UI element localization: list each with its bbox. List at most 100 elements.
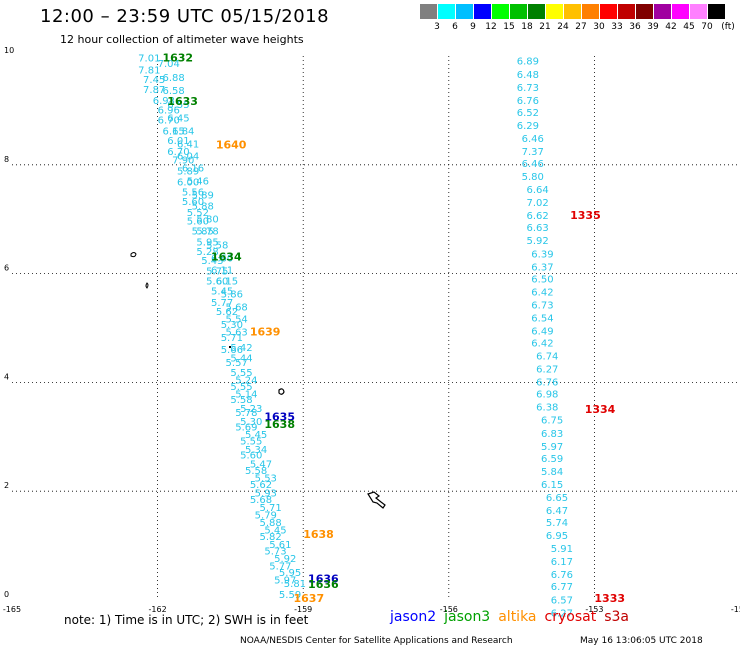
colorbar-swatch bbox=[600, 4, 617, 19]
wave-height-value: 5.77 bbox=[211, 298, 233, 309]
wave-height-value: 6.95 bbox=[546, 531, 568, 542]
colorbar-swatch bbox=[636, 4, 653, 19]
x-tick-label: -159 bbox=[294, 605, 312, 614]
wave-height-value: 6.63 bbox=[526, 223, 548, 234]
pass-number-label: 1335 bbox=[570, 209, 601, 222]
wave-height-value: 5.92 bbox=[526, 236, 548, 247]
wave-height-value: 5.77 bbox=[269, 562, 291, 573]
wave-height-value: 6.16 bbox=[182, 163, 204, 174]
wave-height-value: 6.37 bbox=[531, 262, 553, 273]
colorbar-label: 30 bbox=[593, 22, 605, 32]
wave-height-value: 5.97 bbox=[274, 576, 296, 587]
track-western: 7.017.047.817.456.887.876.586.936.556.96… bbox=[138, 53, 306, 600]
wave-height-value: 6.96 bbox=[158, 106, 180, 117]
wave-height-value: 6.04 bbox=[177, 151, 199, 162]
wave-height-value: 5.66 bbox=[221, 345, 243, 356]
colorbar-label: 6 bbox=[452, 22, 458, 32]
track-eastern: 6.896.486.736.766.526.296.467.376.465.80… bbox=[517, 57, 573, 620]
wave-height-value: 5.88 bbox=[260, 518, 282, 529]
wave-height-value: 6.46 bbox=[522, 134, 544, 145]
wave-height-value: 5.14 bbox=[235, 390, 257, 401]
timestamp-text: May 16 13:06:05 UTC 2018 bbox=[580, 636, 703, 646]
wave-height-value: 5.45 bbox=[245, 430, 267, 441]
wave-height-value: 5.95 bbox=[279, 568, 301, 579]
colorbar-label: 27 bbox=[575, 22, 587, 32]
satellite-legend: jason2 jason3 altika cryosat s3a bbox=[390, 609, 637, 625]
island-shape bbox=[278, 388, 285, 395]
wave-height-value: 6.70 bbox=[167, 147, 189, 158]
wave-height-value: 6.17 bbox=[551, 557, 573, 568]
wave-height-value: 5.82 bbox=[260, 532, 282, 543]
wave-height-value: 5.92 bbox=[274, 554, 296, 565]
wave-height-value: 7.02 bbox=[526, 198, 548, 209]
wave-height-value: 5.53 bbox=[255, 473, 277, 484]
wave-height-value: 5.75 bbox=[206, 267, 228, 278]
wave-height-value: 5.71 bbox=[260, 503, 282, 514]
wave-height-value: 6.47 bbox=[546, 506, 568, 517]
island-shape bbox=[367, 491, 386, 509]
wave-height-value: 6.42 bbox=[531, 287, 553, 298]
wave-height-value: 6.88 bbox=[162, 73, 184, 84]
wave-height-value: 5.78 bbox=[235, 408, 257, 419]
colorbar-swatch bbox=[492, 4, 509, 19]
wave-height-value: 6.15 bbox=[541, 480, 563, 491]
wave-height-value: 5.80 bbox=[196, 214, 218, 225]
wave-height-value: 5.79 bbox=[255, 510, 277, 521]
wave-height-value: 5.69 bbox=[235, 422, 257, 433]
wave-height-value: 5.52 bbox=[187, 208, 209, 219]
wave-height-value: 5.78 bbox=[196, 226, 218, 237]
pass-number-label: 1636 bbox=[308, 578, 339, 591]
legend-item-jason3: jason3 bbox=[444, 609, 491, 625]
wave-height-value: 6.55 bbox=[167, 100, 189, 111]
wave-height-value: 5.23 bbox=[240, 404, 262, 415]
wave-height-value: 5.74 bbox=[546, 518, 568, 529]
wave-height-value: 5.93 bbox=[255, 489, 277, 500]
colorbar-swatch bbox=[690, 4, 707, 19]
wave-height-value: 5.54 bbox=[226, 315, 248, 326]
y-tick-label: 4 bbox=[4, 372, 9, 381]
pass-number-label: 1634 bbox=[211, 251, 242, 264]
colorbar-label: 9 bbox=[470, 22, 476, 32]
wave-height-value: 6.89 bbox=[517, 57, 539, 68]
x-tick-label: -153 bbox=[585, 605, 603, 614]
pass-number-label: 1638 bbox=[264, 418, 295, 431]
wave-height-value: 6.60 bbox=[211, 254, 233, 265]
pass-number-label: 1640 bbox=[216, 138, 247, 151]
colorbar-label: 39 bbox=[647, 22, 659, 32]
map-title: 12:00 – 23:59 UTC 05/15/2018 bbox=[40, 6, 330, 27]
island-shape bbox=[145, 282, 149, 289]
legend-item-cryosat: cryosat bbox=[544, 609, 597, 625]
wave-height-value: 5.91 bbox=[551, 544, 573, 555]
wave-height-value: 6.45 bbox=[167, 113, 189, 124]
wave-height-value: 5.84 bbox=[541, 467, 563, 478]
wave-height-value: 5.68 bbox=[250, 495, 272, 506]
wave-height-value: 5.44 bbox=[230, 354, 252, 365]
colorbar-label: 33 bbox=[611, 22, 623, 32]
wave-height-value: 5.97 bbox=[541, 442, 563, 453]
wave-height-value: 7.81 bbox=[138, 65, 160, 76]
wave-height-value: 5.57 bbox=[226, 358, 248, 369]
wave-height-value: 5.86 bbox=[221, 290, 243, 301]
pass-number-label: 1333 bbox=[594, 592, 625, 605]
wave-height-value: 6.93 bbox=[153, 96, 175, 107]
colorbar-label: 24 bbox=[557, 22, 569, 32]
island-shape bbox=[130, 252, 137, 258]
wave-height-value: 5.68 bbox=[226, 303, 248, 314]
wave-height-value: 5.73 bbox=[264, 546, 286, 557]
wave-height-value: 5.45 bbox=[264, 526, 286, 537]
wave-height-value: 5.46 bbox=[187, 176, 209, 187]
map-subtitle: 12 hour collection of altimeter wave hei… bbox=[60, 33, 304, 46]
wave-height-value: 5.60 bbox=[182, 197, 204, 208]
wave-height-value: 6.74 bbox=[536, 352, 558, 363]
wave-height-value: 5.62 bbox=[216, 307, 238, 318]
wave-height-value: 6.75 bbox=[541, 416, 563, 427]
wave-height-value: 6.41 bbox=[177, 139, 199, 150]
pass-number-label: 1635 bbox=[264, 410, 295, 423]
wave-height-value: 6.00 bbox=[177, 177, 199, 188]
wave-height-tracks: 7.017.047.817.456.887.876.586.936.556.96… bbox=[138, 53, 573, 619]
pass-labels: 1632163316401634163916351638163816361636… bbox=[162, 51, 625, 605]
colorbar-swatch bbox=[582, 4, 599, 19]
wave-height-value: 5.85 bbox=[192, 226, 214, 237]
legend-item-jason2: jason2 bbox=[390, 609, 437, 625]
